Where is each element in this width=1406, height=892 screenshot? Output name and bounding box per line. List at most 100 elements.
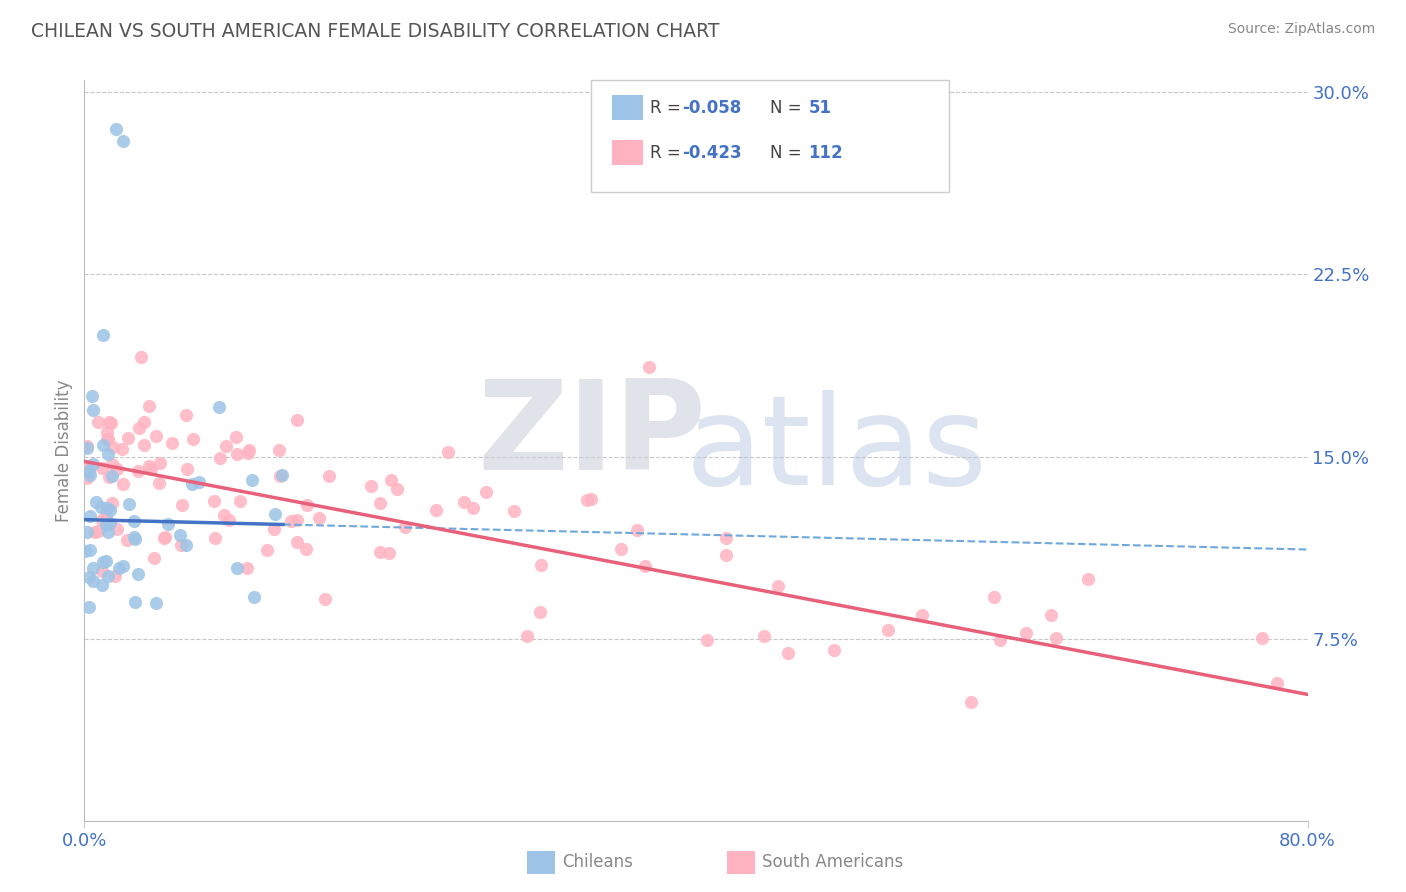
Text: atlas: atlas [686, 390, 987, 511]
Point [111, 559, 134, 574]
Point [529, 605, 551, 619]
Point [104, 568, 127, 582]
Point [696, 632, 718, 647]
Point [82, 574, 104, 588]
Point [215, 440, 238, 454]
Point [960, 695, 983, 709]
Point [91, 328, 114, 343]
Text: 112: 112 [808, 144, 844, 161]
Point [76, 471, 98, 485]
Point [626, 523, 648, 537]
Point [238, 446, 260, 460]
Point [202, 493, 225, 508]
Point [988, 633, 1011, 648]
Point [75, 543, 97, 558]
Point [101, 468, 124, 483]
Point [80, 389, 103, 403]
Point [91, 555, 114, 569]
Point [295, 498, 318, 512]
Point [111, 134, 134, 148]
Point [91, 578, 114, 592]
Point [530, 558, 553, 573]
Point [876, 623, 898, 637]
Point [132, 416, 155, 430]
Point [174, 408, 197, 422]
Point [264, 508, 287, 522]
Point [174, 538, 197, 552]
Text: N =: N = [770, 144, 807, 161]
Point [180, 477, 202, 491]
Point [172, 498, 194, 512]
Point [77, 464, 100, 478]
Point [436, 445, 458, 459]
Point [145, 428, 167, 442]
Point [118, 496, 141, 510]
Point [209, 450, 232, 465]
Point [776, 646, 799, 660]
Point [112, 477, 135, 491]
Point [716, 531, 738, 545]
Point [83, 525, 105, 540]
Point [1077, 572, 1099, 586]
Text: -0.423: -0.423 [682, 144, 741, 161]
Point [823, 643, 845, 657]
Point [149, 456, 172, 470]
Point [96, 518, 118, 533]
Point [79, 542, 101, 557]
Point [425, 503, 447, 517]
Point [766, 579, 789, 593]
Point [90, 564, 112, 578]
Point [142, 550, 165, 565]
Point [94, 508, 117, 522]
Point [285, 413, 308, 427]
Point [90, 500, 112, 515]
Point [77, 569, 100, 583]
Text: N =: N = [770, 99, 807, 117]
Point [98, 516, 121, 530]
Point [394, 519, 416, 533]
Point [204, 531, 226, 545]
Text: South Americans: South Americans [762, 853, 903, 871]
Y-axis label: Female Disability: Female Disability [55, 379, 73, 522]
Point [267, 442, 290, 457]
Point [235, 560, 257, 574]
Point [1045, 632, 1067, 646]
Point [148, 475, 170, 490]
Point [153, 531, 176, 545]
Point [242, 591, 264, 605]
Point [96, 554, 118, 568]
Point [87, 524, 110, 539]
Point [318, 469, 340, 483]
Point [225, 447, 247, 461]
Text: Chileans: Chileans [562, 853, 633, 871]
Text: ZIP: ZIP [478, 376, 706, 496]
Point [117, 431, 139, 445]
Point [169, 538, 191, 552]
Point [280, 514, 302, 528]
Point [98, 503, 121, 517]
Point [82, 403, 104, 417]
Point [610, 541, 633, 556]
Point [218, 513, 240, 527]
Point [98, 415, 121, 429]
Point [238, 443, 260, 458]
Point [124, 532, 146, 546]
Point [229, 494, 252, 508]
Point [160, 436, 183, 450]
Point [1265, 675, 1288, 690]
Point [128, 420, 150, 434]
Point [225, 430, 247, 444]
Point [716, 548, 738, 562]
Point [145, 596, 167, 610]
Point [117, 533, 139, 547]
Point [240, 473, 263, 487]
Point [308, 511, 330, 525]
Point [575, 492, 598, 507]
Point [1250, 631, 1272, 645]
Point [96, 432, 118, 446]
Point [124, 530, 146, 544]
Point [86, 494, 108, 508]
Point [97, 568, 120, 582]
Point [127, 464, 149, 478]
Point [212, 508, 235, 523]
